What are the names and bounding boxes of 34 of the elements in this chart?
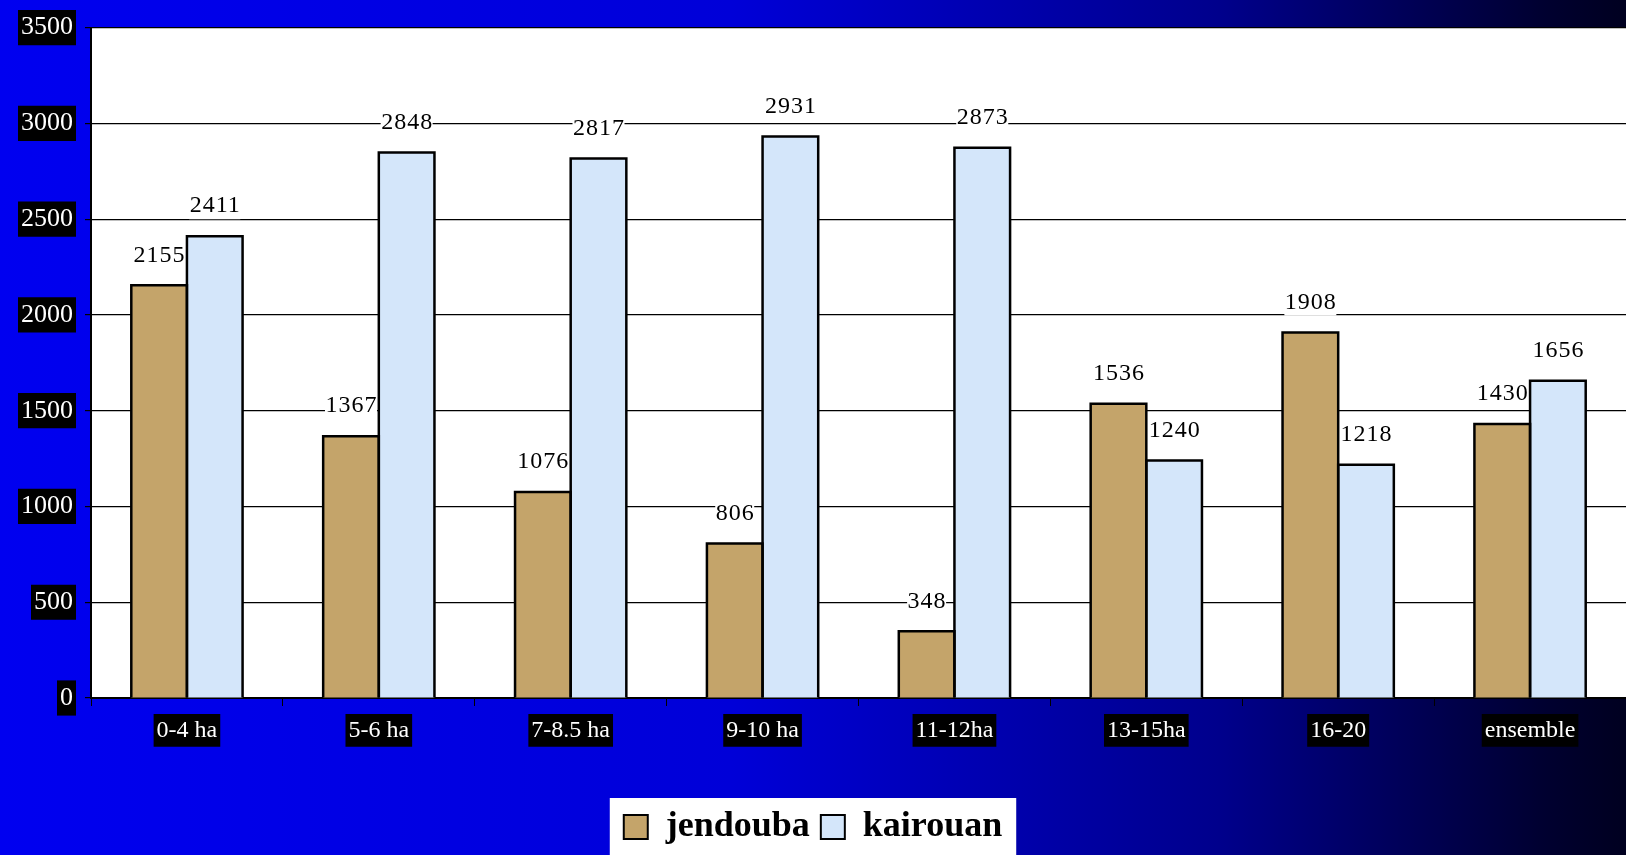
- legend-label: jendouba: [664, 804, 810, 845]
- data-label: 1218: [1340, 420, 1393, 446]
- x-tick-label: 16-20: [1310, 715, 1367, 742]
- y-tick-label: 3000: [21, 107, 73, 137]
- data-label: 806: [715, 498, 755, 525]
- data-label: 2931: [764, 91, 817, 118]
- y-tick-label: 1500: [21, 394, 73, 424]
- data-label: 1536: [1092, 359, 1145, 386]
- data-label: 1076: [517, 447, 570, 474]
- data-label: 348: [907, 586, 947, 613]
- data-label: 2411: [189, 191, 241, 218]
- data-label: 2873: [956, 102, 1009, 129]
- x-tick-label: 13-15ha: [1106, 715, 1186, 742]
- data-label: 1908: [1284, 287, 1337, 314]
- data-label: 2817: [573, 113, 626, 140]
- x-tick-label: 7-8.5 ha: [531, 715, 611, 742]
- y-tick-label: 500: [34, 586, 73, 616]
- y-tick-label: 2000: [21, 298, 73, 328]
- data-label: 2848: [381, 107, 434, 134]
- y-tick-label: 0: [60, 681, 73, 711]
- data-label: 1430: [1476, 379, 1529, 406]
- data-label: 1240: [1148, 415, 1201, 442]
- x-tick-label: 9-10 ha: [726, 715, 800, 742]
- x-tick-label: ensemble: [1484, 715, 1576, 742]
- data-label: 1656: [1532, 336, 1585, 363]
- data-label: 2155: [133, 240, 186, 267]
- y-tick-label: 2500: [21, 202, 73, 232]
- x-tick-label: 5-6 ha: [348, 715, 410, 742]
- y-tick-label: 1000: [21, 490, 73, 520]
- legend-label: kairouan: [862, 804, 1003, 845]
- x-tick-label: 11-12ha: [915, 715, 994, 742]
- data-label: 1367: [325, 391, 378, 418]
- x-tick-label: 0-4 ha: [156, 715, 218, 742]
- y-tick-label: 3500: [21, 11, 73, 41]
